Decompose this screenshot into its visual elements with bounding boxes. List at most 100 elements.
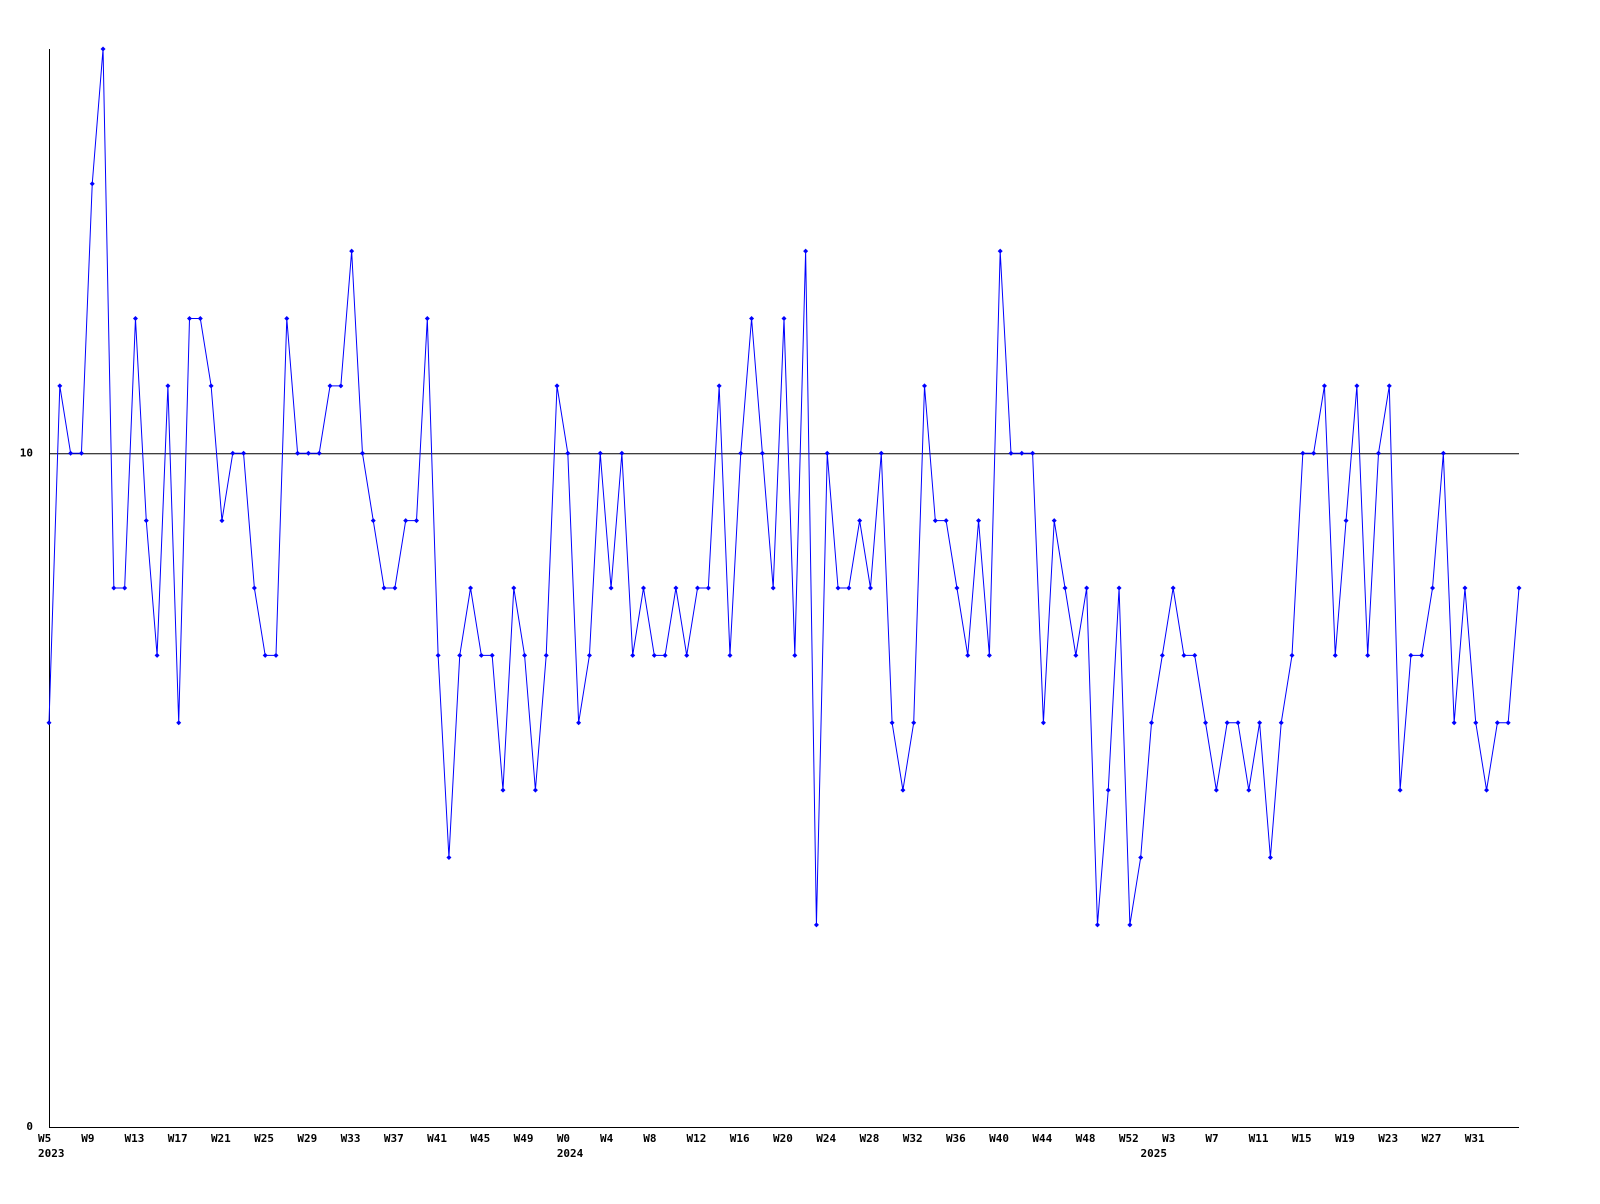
x-tick-label: W5 [38,1132,51,1145]
data-point [846,585,852,591]
data-point [532,787,538,793]
data-point [316,450,322,456]
data-point [857,518,863,524]
data-point [359,450,365,456]
data-point [1462,585,1468,591]
data-point [727,652,733,658]
data-point [889,720,895,726]
data-point [478,652,484,658]
x-tick-label: W16 [730,1132,750,1145]
data-point [165,383,171,389]
data-point [122,585,128,591]
data-point [1419,652,1425,658]
data-point [1408,652,1414,658]
data-point [586,652,592,658]
data-point [1224,720,1230,726]
data-point [46,720,52,726]
x-tick-label: W37 [384,1132,404,1145]
data-point [965,652,971,658]
x-tick-label: W3 [1162,1132,1175,1145]
data-point [684,652,690,658]
y-tick-label: 10 [20,446,33,459]
data-point [878,450,884,456]
data-point [305,450,311,456]
data-point [1073,652,1079,658]
data-point [1105,787,1111,793]
data-point [414,518,419,524]
data-point [424,316,430,321]
x-tick-label: W11 [1249,1132,1269,1145]
data-point [1019,450,1025,456]
data-point [489,652,495,658]
data-point [1430,585,1436,591]
data-point [100,46,106,52]
x-year-label: 2024 [557,1147,584,1160]
data-point [338,383,344,389]
x-tick-label: W48 [1076,1132,1096,1145]
data-point [392,585,398,591]
x-year-label: 2023 [38,1147,65,1160]
data-point [792,652,798,658]
data-point [295,450,301,456]
x-tick-label: W23 [1378,1132,1398,1145]
data-point [770,585,776,591]
data-point [651,652,657,658]
data-point [241,450,247,456]
data-point [640,585,646,591]
data-point [1440,450,1446,456]
x-tick-label: W45 [470,1132,490,1145]
data-point [68,450,74,456]
x-tick-label: W28 [859,1132,879,1145]
data-point [1365,652,1371,658]
data-point [954,585,960,591]
data-point [403,518,409,524]
x-tick-label: W15 [1292,1132,1312,1145]
data-point [1030,450,1036,456]
data-point [867,585,873,591]
data-point [705,585,711,591]
data-point [262,652,268,658]
data-point [1311,450,1317,456]
data-point [976,518,982,524]
data-point [803,248,809,254]
data-point [911,720,917,726]
data-point [1397,787,1403,793]
data-point [1278,720,1284,726]
data-point [1332,652,1338,658]
x-tick-label: W36 [946,1132,966,1145]
data-point [1192,652,1198,658]
x-tick-label: W17 [168,1132,188,1145]
data-point [695,585,701,591]
data-point [662,652,668,658]
x-tick-label: W32 [903,1132,923,1145]
data-point [89,181,95,187]
data-point [1505,720,1511,726]
data-point [835,585,841,591]
data-point [813,922,819,928]
data-point [630,652,636,658]
data-point [716,383,722,389]
x-tick-label: W4 [600,1132,614,1145]
x-tick-label: W49 [514,1132,534,1145]
data-point [543,652,549,658]
x-tick-label: W41 [427,1132,447,1145]
data-point [143,518,149,524]
x-tick-label: W9 [81,1132,94,1145]
x-tick-label: W0 [557,1132,570,1145]
data-point [1375,450,1381,456]
data-point [565,450,571,456]
data-point [435,652,441,658]
data-point [1062,585,1068,591]
data-point [197,316,203,321]
data-point [619,450,625,456]
data-point [1257,720,1263,726]
data-point [111,585,117,591]
x-year-label: 2025 [1141,1147,1168,1160]
data-point [1181,652,1187,658]
data-point [1138,855,1144,860]
data-point [1289,652,1295,658]
data-point [500,787,506,793]
x-tick-label: W29 [297,1132,317,1145]
data-point [1159,652,1165,658]
